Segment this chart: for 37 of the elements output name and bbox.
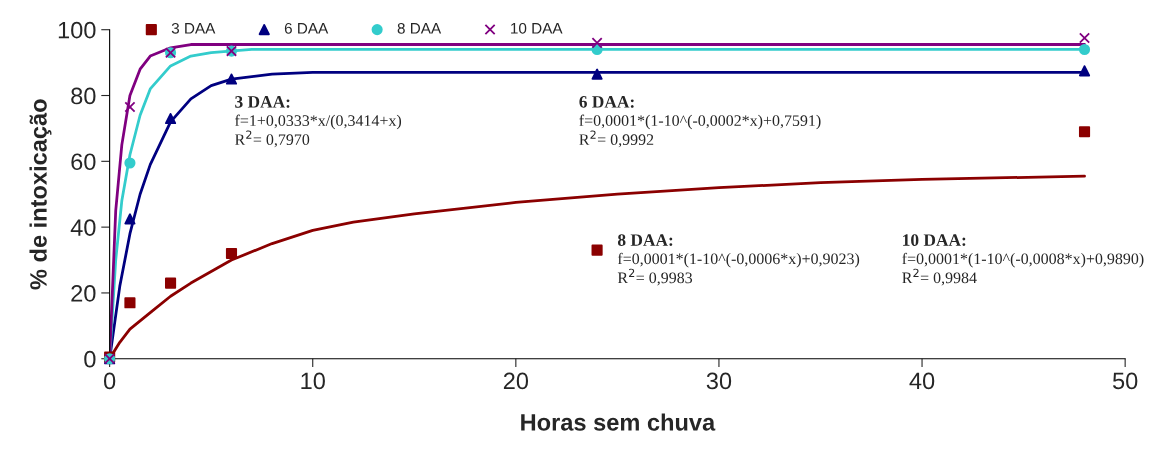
annotation: 8 DAA: f=0,0001*(1-10^(-0,0006*x)+0,9023) R$^{2}$= 0,9983 <box>617 234 860 286</box>
point <box>225 73 238 85</box>
y-tick-label: 20 <box>71 285 96 302</box>
point <box>124 157 136 169</box>
y-tick-label: 80 <box>71 87 96 105</box>
point <box>591 68 603 80</box>
point <box>591 37 603 49</box>
y-tick-label: 60 <box>71 153 96 171</box>
point <box>591 244 603 256</box>
x-tick-label: 0 <box>103 372 116 390</box>
x-tick-label: 30 <box>706 372 732 390</box>
legend-label: 3 DAA <box>171 22 216 34</box>
y-axis-title: % de intoxicação <box>29 99 52 290</box>
y-tick-label: 0 <box>84 350 96 368</box>
point <box>225 247 238 260</box>
annotation: 6 DAA: f=0,0001*(1-10^(-0,0002*x)+0,7591) R$^{2}$= 0,9992 <box>579 96 821 148</box>
y-tick-label: 100 <box>58 21 96 39</box>
legend-label: 6 DAA <box>284 22 329 34</box>
point <box>124 101 136 113</box>
x-tick-label: 40 <box>909 372 935 390</box>
annotation: 3 DAA: f=1+0,0333*x/(0,3414+x) R$^{2}$= 0,7970 <box>235 96 402 148</box>
point <box>1078 32 1091 44</box>
legend-label: 10 DAA <box>511 22 563 34</box>
x-tick-label: 10 <box>301 372 325 390</box>
annotation: 10 DAA: f=0,0001*(1-10^(-0,0008*x)+0,9890) R$^{2}$= 0,9984 <box>902 234 1144 286</box>
y-tick-label: 40 <box>70 219 96 236</box>
point <box>124 213 136 225</box>
x-tick-label: 20 <box>503 372 529 390</box>
point <box>1078 65 1091 77</box>
point <box>164 277 177 289</box>
legend-label: 8 DAA <box>397 22 442 34</box>
point <box>1078 126 1091 138</box>
point <box>124 297 136 309</box>
x-tick-label: 50 <box>1112 372 1138 390</box>
x-axis-title: Horas sem chuva <box>521 413 716 431</box>
point <box>1078 43 1091 56</box>
point <box>164 112 177 125</box>
